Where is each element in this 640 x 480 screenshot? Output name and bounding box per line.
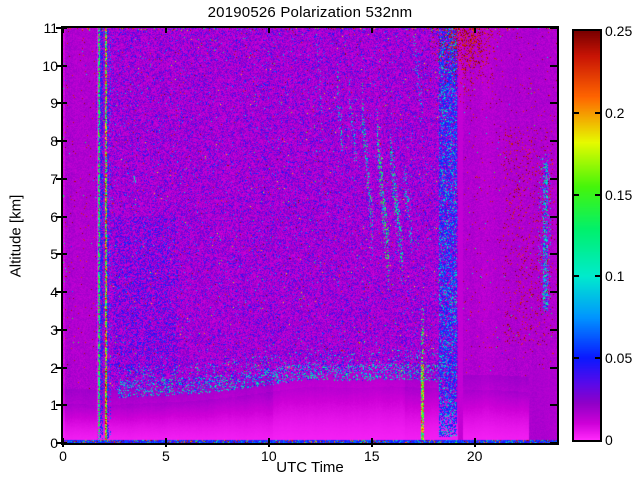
- y-tick-label: 2: [50, 359, 58, 376]
- y-tick-mark-right: [550, 140, 557, 143]
- y-tick-mark-right: [550, 102, 557, 105]
- x-tick-mark-top: [267, 28, 270, 33]
- y-tick-mark-right: [550, 366, 557, 369]
- colorbar-tick-mark: [595, 193, 600, 196]
- x-tick-mark-top: [370, 28, 373, 33]
- x-tick-label: 5: [162, 448, 170, 464]
- y-tick-mark-left: [56, 215, 67, 218]
- y-tick-mark-left: [56, 366, 67, 369]
- colorbar-tick-mark: [595, 111, 600, 114]
- colorbar-tick-label: 0.2: [605, 104, 625, 121]
- chart-title: 20190526 Polarization 532nm: [207, 4, 413, 21]
- y-tick-label: 9: [50, 95, 58, 112]
- y-tick-mark-left: [56, 442, 67, 444]
- x-tick-mark-top: [473, 28, 476, 33]
- x-tick-mark-top: [164, 28, 167, 33]
- y-tick-mark-right: [550, 291, 557, 294]
- y-tick-mark-left: [56, 140, 67, 143]
- y-tick-mark-left: [56, 328, 67, 331]
- y-tick-label: 7: [50, 170, 58, 187]
- x-tick-mark-bottom: [473, 438, 476, 447]
- y-tick-mark-right: [550, 442, 557, 444]
- y-tick-label: 3: [50, 321, 58, 338]
- y-tick-mark-right: [550, 64, 557, 67]
- colorbar-tick-mark: [574, 111, 579, 114]
- y-tick-mark-right: [550, 404, 557, 407]
- colorbar-tick-label: 0.25: [605, 23, 633, 39]
- y-tick-mark-left: [56, 291, 67, 294]
- y-tick-label: 4: [50, 284, 58, 301]
- y-tick-label: 8: [50, 133, 58, 150]
- x-tick-mark-bottom: [267, 438, 270, 447]
- y-tick-mark-right: [550, 253, 557, 256]
- y-tick-label: 1: [50, 397, 58, 414]
- x-tick-mark-top: [62, 28, 64, 33]
- y-tick-label: 6: [50, 208, 58, 225]
- x-tick-label: 0: [59, 448, 67, 464]
- y-tick-mark-right: [550, 215, 557, 218]
- y-tick-label: 10: [42, 57, 58, 74]
- heatmap-canvas: [63, 28, 557, 443]
- colorbar-tick-mark: [595, 275, 600, 278]
- colorbar-canvas: [574, 31, 600, 440]
- colorbar-tick-mark: [595, 357, 600, 360]
- y-tick-label: 0: [50, 435, 58, 451]
- colorbar-tick-mark: [574, 193, 579, 196]
- x-tick-label: 10: [261, 448, 277, 464]
- y-tick-mark-left: [56, 253, 67, 256]
- y-tick-label: 11: [43, 20, 58, 36]
- y-tick-mark-right: [550, 27, 557, 29]
- y-tick-mark-left: [56, 177, 67, 180]
- y-tick-mark-right: [550, 177, 557, 180]
- colorbar-tick-label: 0.05: [605, 350, 633, 367]
- y-tick-label: 5: [50, 246, 58, 263]
- colorbar-tick-mark: [574, 275, 579, 278]
- y-tick-mark-right: [550, 328, 557, 331]
- x-tick-label: 15: [363, 448, 380, 464]
- x-tick-label: 20: [466, 448, 483, 464]
- colorbar-tick-label: 0.1: [605, 268, 625, 285]
- x-tick-mark-bottom: [370, 438, 373, 447]
- y-tick-mark-left: [56, 64, 67, 67]
- colorbar-tick-label: 0.15: [605, 186, 633, 203]
- x-axis-label: UTC Time: [276, 459, 344, 476]
- colorbar-tick-mark: [574, 357, 579, 360]
- y-axis-label: Altitude [km]: [7, 194, 25, 278]
- y-tick-mark-left: [56, 404, 67, 407]
- y-tick-mark-left: [56, 102, 67, 105]
- x-tick-mark-bottom: [164, 438, 167, 447]
- colorbar-tick-label: 0: [605, 432, 613, 448]
- y-tick-mark-left: [56, 27, 67, 29]
